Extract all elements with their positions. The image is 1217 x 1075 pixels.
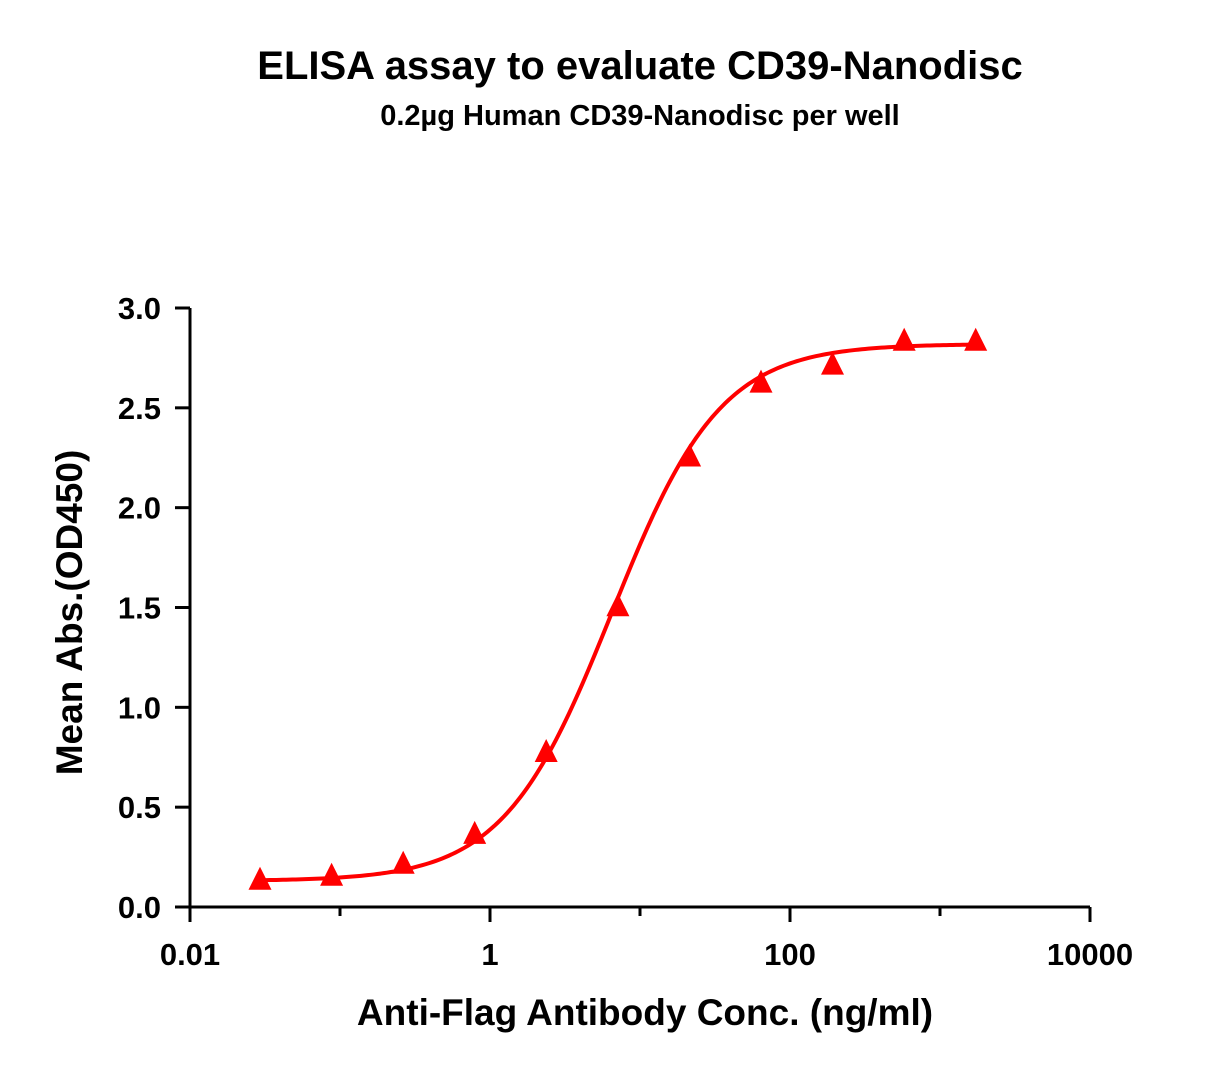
data-point-triangle — [821, 351, 844, 375]
y-tick-label: 2.0 — [118, 491, 161, 526]
data-point-triangle — [678, 443, 702, 467]
y-tick-label: 1.5 — [118, 591, 161, 626]
y-axis-label: Mean Abs.(OD450) — [49, 450, 90, 776]
x-tick-label: 0.01 — [160, 937, 220, 972]
x-axis-label: Anti-Flag Antibody Conc. (ng/ml) — [357, 992, 933, 1033]
data-points — [248, 327, 988, 890]
data-point-triangle — [749, 369, 773, 393]
data-point-triangle — [320, 862, 344, 886]
data-point-triangle — [248, 866, 272, 890]
data-point-triangle — [892, 327, 916, 351]
chart-subtitle: 0.2µg Human CD39-Nanodisc per well — [380, 100, 900, 132]
data-point-triangle — [391, 850, 415, 874]
x-tick-label: 100 — [764, 937, 816, 972]
chart-title: ELISA assay to evaluate CD39-Nanodisc — [257, 44, 1023, 88]
data-point-triangle — [964, 327, 988, 351]
data-point-triangle — [534, 739, 558, 762]
data-point-triangle — [463, 820, 487, 844]
y-tick-label: 1.0 — [118, 690, 161, 725]
axes: 0.0 0.5 1.0 1.5 2.0 2.5 3.0 0.01 1 100 10000 — [118, 291, 1133, 972]
x-tick-label: 10000 — [1047, 937, 1133, 972]
x-tick-label: 1 — [481, 937, 498, 972]
y-tick-label: 2.5 — [118, 391, 161, 426]
y-tick-label: 3.0 — [118, 291, 161, 326]
y-tick-label: 0.0 — [118, 890, 161, 925]
data-point-triangle — [606, 593, 630, 617]
y-tick-label: 0.5 — [118, 790, 161, 825]
